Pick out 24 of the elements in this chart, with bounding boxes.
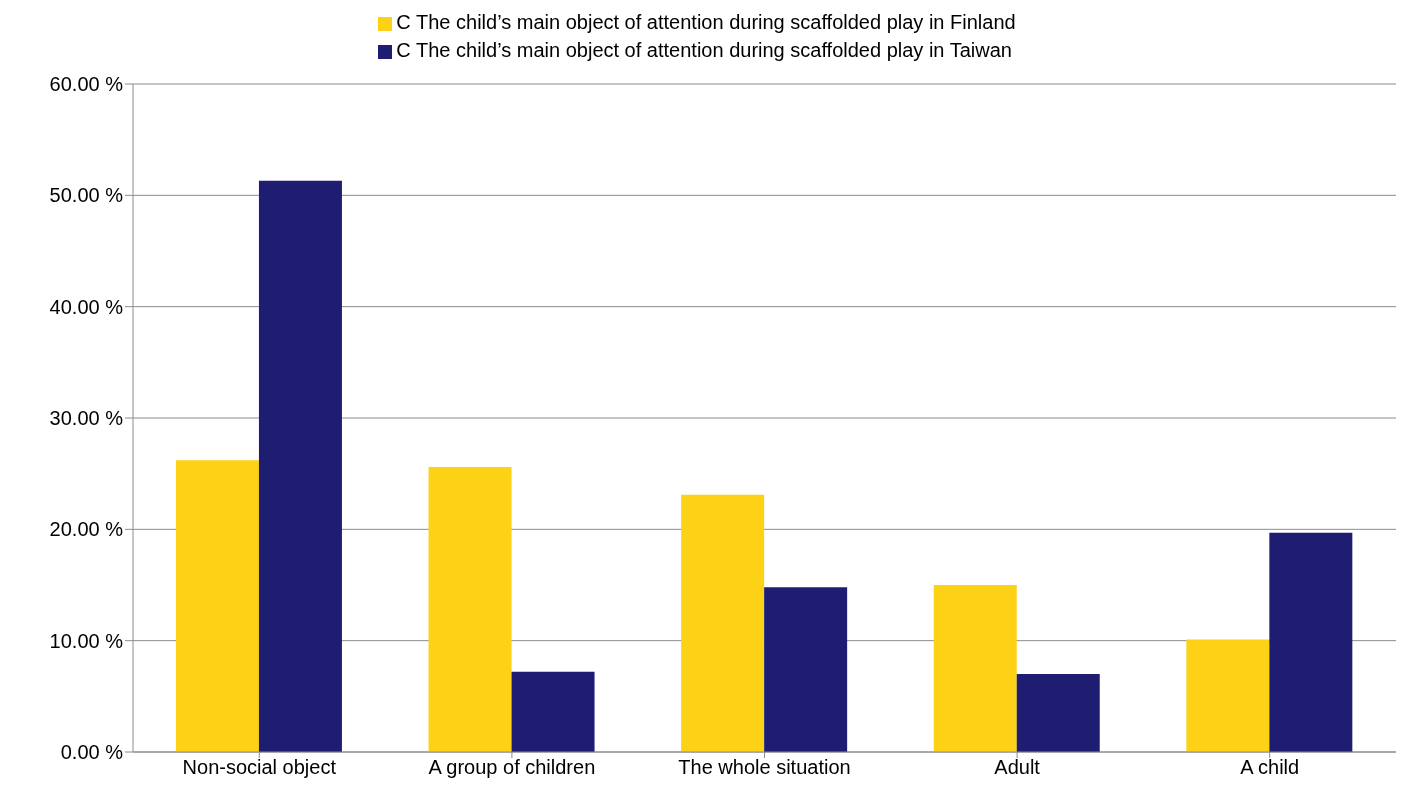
bar (1186, 639, 1270, 752)
bar (1016, 674, 1100, 752)
bar (511, 671, 595, 752)
bar (258, 180, 342, 752)
bar (175, 460, 259, 752)
y-tick-label: 10.00 % (49, 629, 124, 652)
bar (933, 585, 1017, 752)
x-tick-label: A group of children (428, 756, 596, 779)
bar (1269, 532, 1353, 752)
y-tick-label: 50.00 % (49, 184, 124, 207)
y-tick-label: 60.00 % (49, 73, 124, 96)
y-tick-label: 0.00 % (60, 741, 124, 764)
legend-label: C The child’s main object of attention during scaffolded play in Taiwan (396, 39, 1012, 61)
legend-label: C The child’s main object of attention during scaffolded play in Finland (396, 11, 1016, 33)
y-tick-label: 30.00 % (49, 407, 124, 430)
bar (428, 466, 512, 752)
y-tick-label: 40.00 % (49, 295, 124, 318)
y-tick-label: 20.00 % (49, 518, 124, 541)
bar (681, 494, 765, 752)
x-tick-label: A child (1240, 756, 1300, 779)
x-tick-label: The whole situation (678, 756, 851, 779)
bar (764, 587, 848, 752)
x-tick-label: Adult (994, 756, 1041, 779)
x-tick-label: Non-social object (182, 756, 337, 779)
